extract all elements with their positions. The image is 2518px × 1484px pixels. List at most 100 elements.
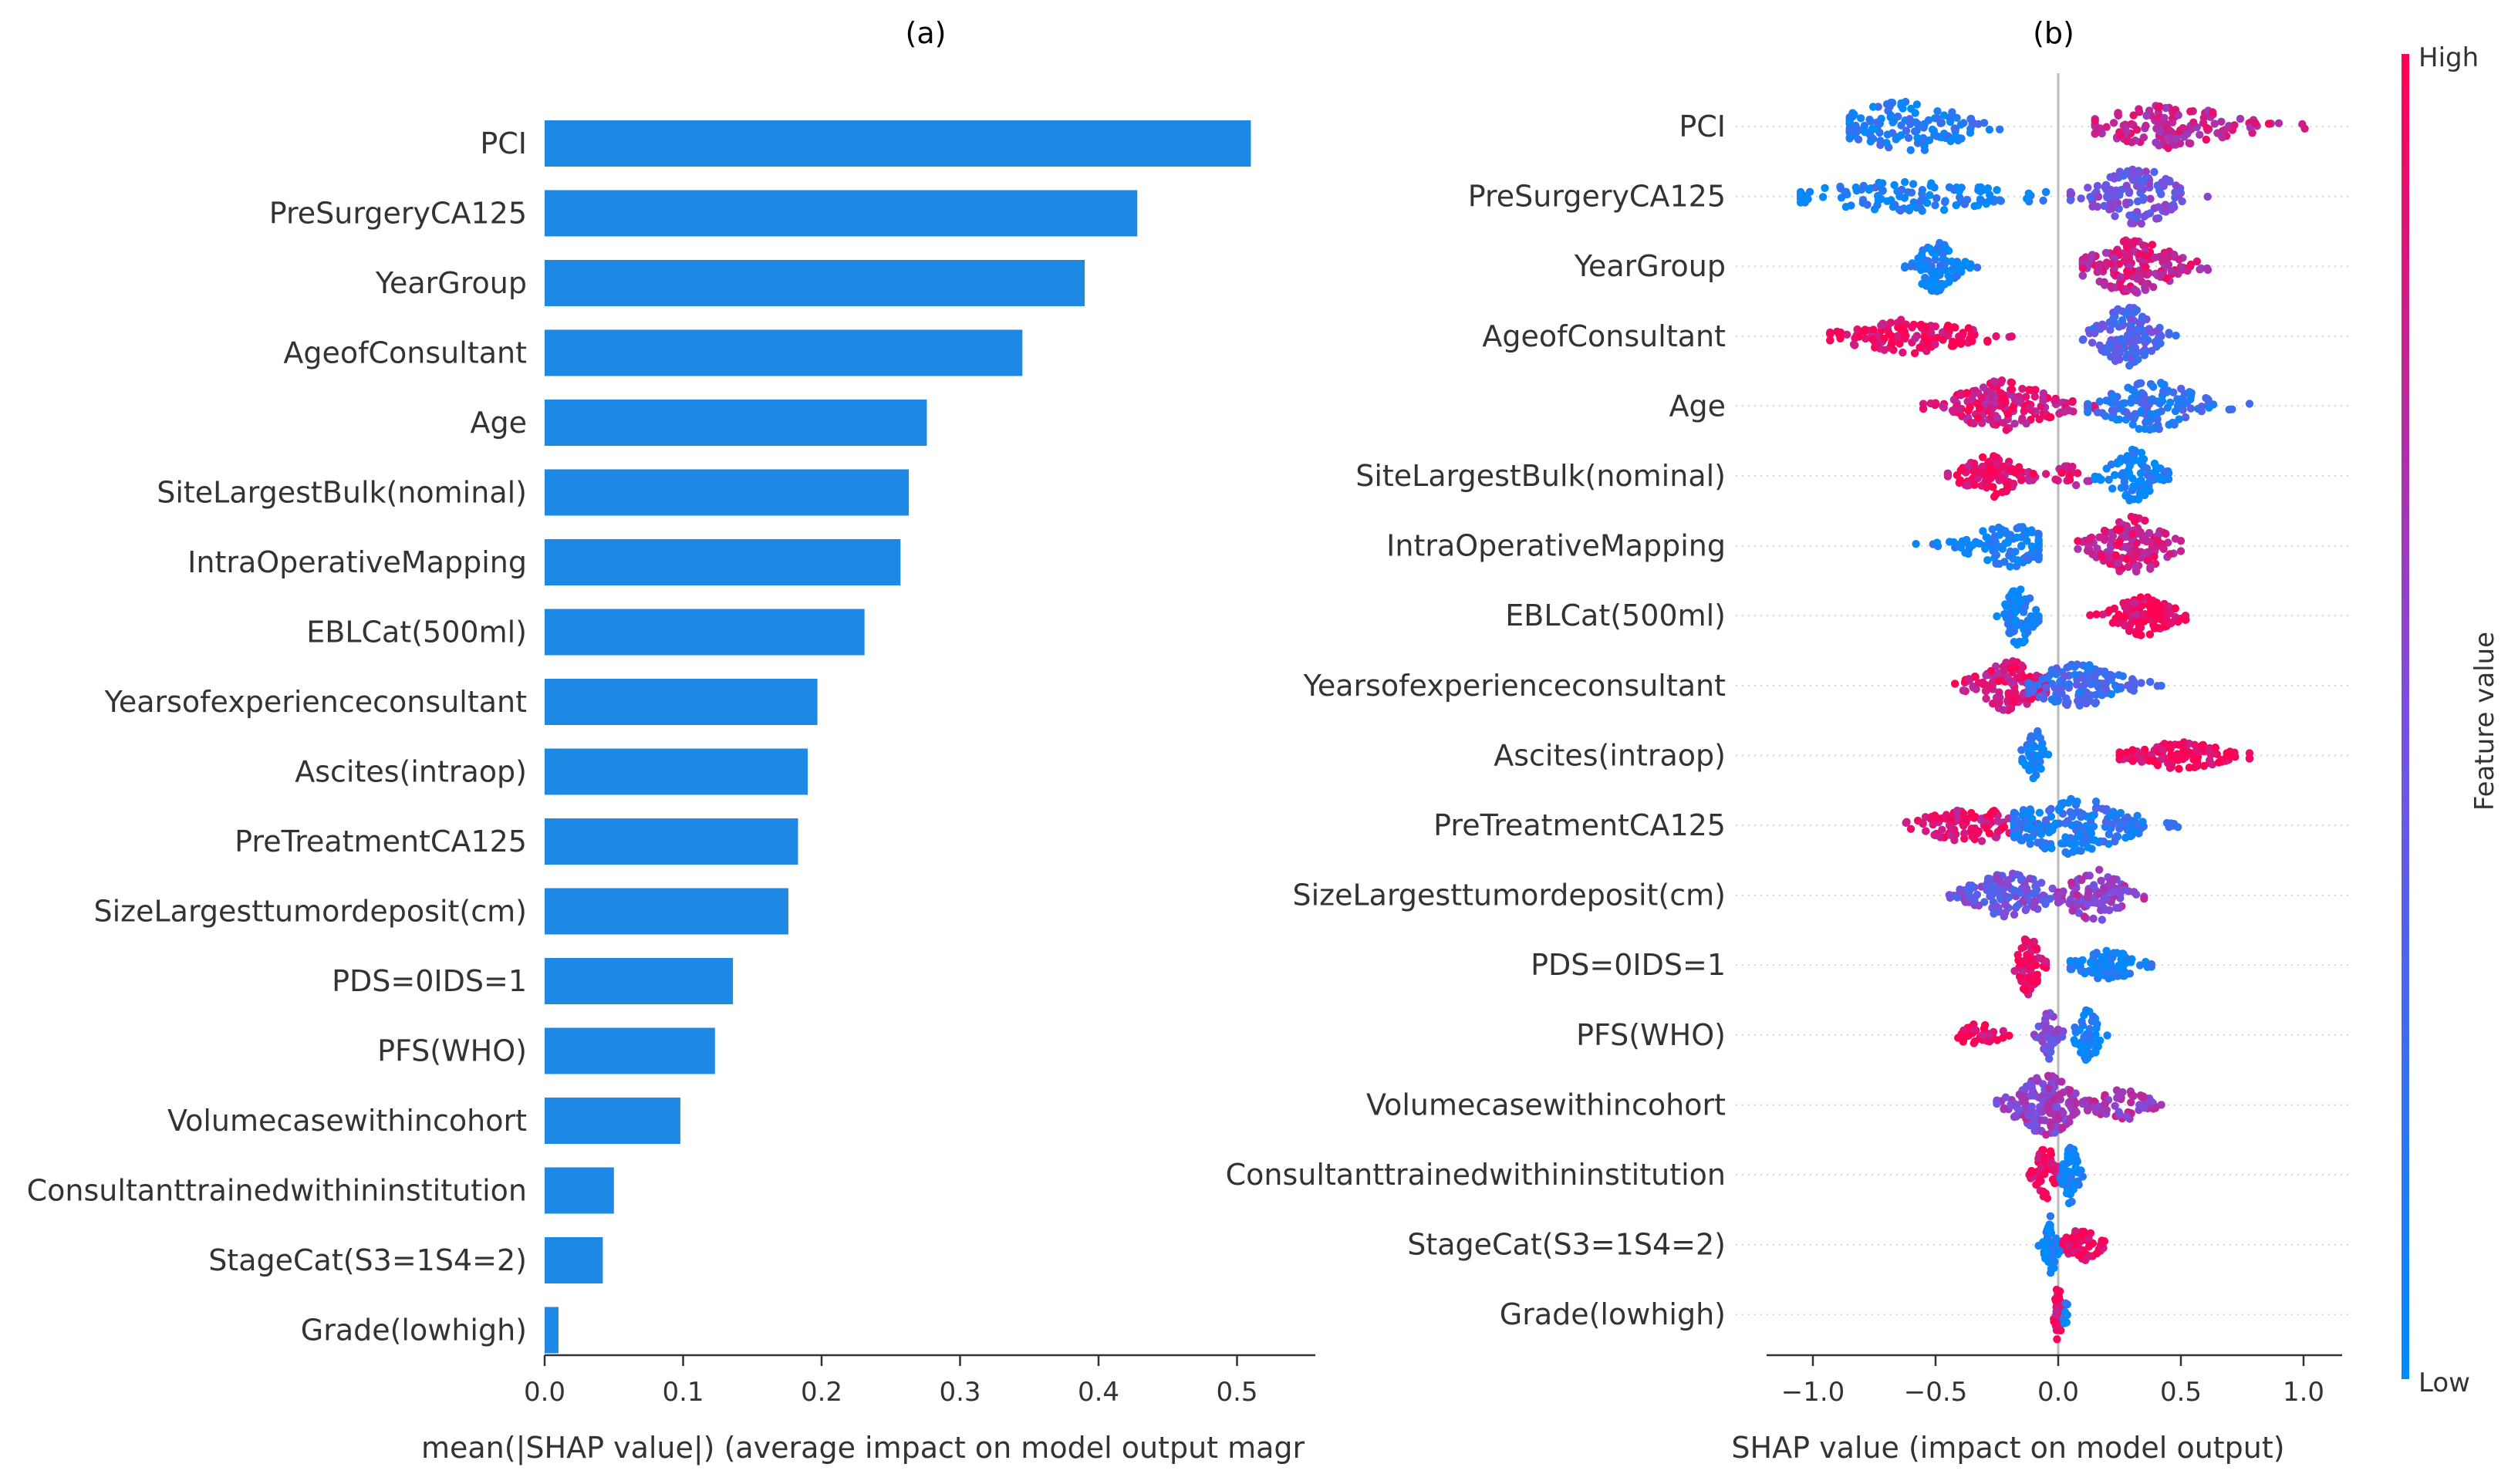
shap-point <box>2012 562 2021 571</box>
shap-point <box>2022 885 2030 894</box>
shap-point <box>2091 116 2099 125</box>
shap-point <box>2116 885 2125 893</box>
shap-point <box>1953 113 1961 122</box>
shap-point <box>1913 133 1922 142</box>
shap-point <box>1836 184 1845 193</box>
shap-point <box>2125 188 2134 197</box>
shap-point <box>2132 126 2142 134</box>
shap-point <box>2083 1043 2091 1051</box>
shap-point <box>1955 332 1963 341</box>
shap-point <box>1993 413 2002 422</box>
shap-point <box>2157 755 2165 764</box>
shap-point <box>2008 404 2017 413</box>
shap-point <box>1935 282 1943 291</box>
shap-point <box>1994 523 2003 532</box>
colorbar: High Low Feature value <box>2402 42 2500 1398</box>
feature-label: PreTreatmentCA125 <box>1433 808 1726 842</box>
shap-point <box>2157 744 2165 754</box>
shap-point <box>2098 916 2107 924</box>
shap-point <box>2001 1093 2010 1101</box>
shap-point <box>2159 387 2168 396</box>
shap-point <box>1948 406 1957 415</box>
shap-point <box>2171 406 2180 416</box>
shap-point <box>1978 453 1987 461</box>
shap-point <box>2122 1112 2132 1121</box>
shap-point <box>1961 548 1970 557</box>
shap-point <box>2045 1108 2054 1117</box>
shap-point <box>1929 820 1937 829</box>
shap-point <box>2107 460 2116 469</box>
shap-point <box>1946 822 1955 831</box>
shap-point <box>2091 329 2099 338</box>
shap-point <box>2047 844 2056 853</box>
shap-point <box>2160 113 2169 122</box>
shap-point <box>2199 113 2208 122</box>
shap-point <box>2040 1153 2049 1162</box>
bar <box>545 469 910 516</box>
shap-point <box>2147 346 2156 356</box>
shap-point <box>2183 266 2192 275</box>
shap-point <box>2162 120 2171 128</box>
shap-point <box>2075 688 2084 697</box>
shap-point <box>2144 555 2153 565</box>
shap-point <box>2135 379 2144 388</box>
shap-point <box>2034 539 2043 548</box>
shap-point <box>2142 121 2150 130</box>
shap-point <box>1921 813 1930 821</box>
shap-point <box>2107 543 2115 551</box>
shap-point <box>2121 309 2131 318</box>
shap-point <box>2022 833 2030 841</box>
shap-point <box>2116 131 2125 140</box>
shap-point <box>2013 902 2021 911</box>
shap-point <box>2171 188 2179 197</box>
shap-point <box>1796 198 1805 207</box>
shap-point <box>2022 393 2030 401</box>
shap-point <box>2041 1254 2050 1263</box>
shap-point <box>2118 316 2127 325</box>
x-tick-label: 0.4 <box>1078 1377 1119 1408</box>
shap-point <box>2073 798 2081 806</box>
category-label: StageCat(S3=1S4=2) <box>208 1243 527 1277</box>
shap-point <box>1873 341 1882 349</box>
shap-point <box>2011 663 2020 672</box>
shap-point <box>2128 955 2136 963</box>
shap-point <box>1916 343 1924 352</box>
shap-point <box>1967 882 1976 892</box>
shap-point <box>2110 174 2118 183</box>
shap-point <box>1977 837 1986 845</box>
shap-point <box>2067 1197 2076 1206</box>
shap-point <box>2185 139 2193 147</box>
shap-point <box>2196 130 2204 139</box>
shap-point <box>1982 671 1990 680</box>
shap-point <box>2149 542 2158 551</box>
shap-point <box>2123 457 2132 465</box>
shap-point <box>1898 185 1906 194</box>
shap-point <box>2152 214 2161 223</box>
shap-point <box>2208 108 2217 116</box>
shap-point <box>1936 261 1945 270</box>
shap-point <box>2148 241 2157 249</box>
shap-point <box>1970 814 1979 822</box>
shap-point <box>2033 1074 2041 1082</box>
shap-point <box>2131 456 2139 464</box>
shap-point <box>2127 1098 2135 1107</box>
shap-point <box>1993 612 2001 621</box>
shap-point <box>1934 242 1943 251</box>
shap-point <box>2053 1335 2061 1344</box>
shap-point <box>2148 476 2157 484</box>
shap-point <box>1865 115 1874 124</box>
shap-point <box>1804 195 1812 204</box>
shap-point <box>2164 143 2172 153</box>
shap-point <box>2116 283 2125 292</box>
shap-point <box>2010 608 2020 617</box>
shap-point <box>2085 696 2094 705</box>
shap-point <box>2137 679 2145 687</box>
shap-point <box>2071 1089 2080 1098</box>
shap-point <box>2089 673 2098 682</box>
shap-point <box>2089 1103 2098 1111</box>
shap-point <box>2131 517 2139 526</box>
shap-point <box>1987 389 1996 397</box>
shap-point <box>2082 1051 2091 1059</box>
category-label: Consultanttrainedwithininstitution <box>27 1174 527 1208</box>
shap-point <box>1982 824 1991 833</box>
